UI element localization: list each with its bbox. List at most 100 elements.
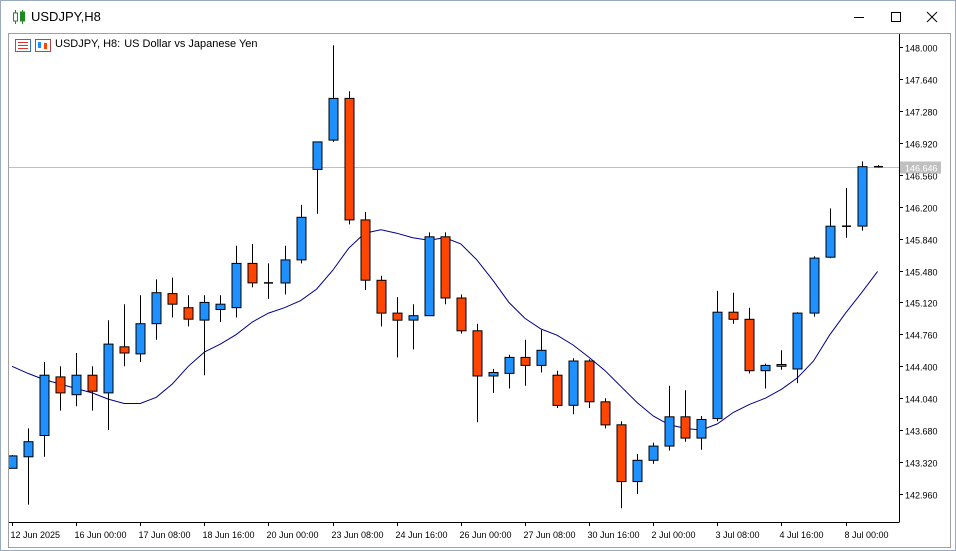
y-tick-label: 147.280 [905, 108, 938, 118]
candle-bear [440, 236, 451, 299]
maximize-icon [891, 12, 901, 22]
y-tick-label: 142.960 [905, 491, 938, 501]
candle-bull [424, 236, 435, 317]
minimize-button[interactable] [841, 1, 877, 33]
candle-bear [744, 318, 755, 372]
candle-bear [520, 356, 531, 366]
candle-bear [344, 97, 355, 221]
y-tick-label: 144.400 [905, 363, 938, 373]
candle-bull [504, 356, 515, 374]
candle-bull [23, 441, 34, 458]
candle-bear [119, 346, 130, 354]
candle-bear [472, 330, 483, 377]
y-tick-label: 145.480 [905, 268, 938, 278]
candlestick-icon [13, 10, 25, 24]
candle-bull [632, 459, 643, 483]
y-tick-label: 144.760 [905, 331, 938, 341]
candle-bear [584, 360, 595, 403]
y-tick-label: 146.200 [905, 204, 938, 214]
candle-bull [280, 259, 291, 284]
candle-bull [696, 419, 707, 439]
x-tick-label: 8 Jul 00:00 [845, 530, 889, 540]
y-tick-label: 145.840 [905, 236, 938, 246]
candle-bear [392, 312, 403, 321]
x-tick-label: 4 Jul 16:00 [780, 530, 824, 540]
candle-bull [568, 360, 579, 406]
x-tick-label: 23 Jun 08:00 [332, 530, 384, 540]
candle-bull [408, 315, 419, 321]
y-tick-label: 143.320 [905, 459, 938, 469]
chart-type-icon[interactable] [35, 39, 51, 52]
candle-bear [360, 219, 371, 281]
symbol-period: USDJPY, H8: [55, 38, 121, 50]
candle-bull [857, 166, 868, 227]
maximize-button[interactable] [878, 1, 914, 33]
candle-bull [296, 216, 307, 261]
candle-bear [728, 311, 739, 320]
title-bar[interactable]: USDJPY,H8 [1, 1, 955, 33]
candle-bull [825, 225, 836, 258]
x-tick-label: 26 Jun 00:00 [460, 530, 512, 540]
y-tick-label: 144.040 [905, 395, 938, 405]
candle-bull [135, 323, 146, 355]
x-tick-label: 2 Jul 00:00 [652, 530, 696, 540]
candle-bull [312, 141, 323, 170]
candle-bull [231, 262, 242, 309]
candle-bull [712, 311, 723, 420]
candle-bull [328, 97, 339, 141]
candle-bear [55, 376, 66, 394]
x-tick-label: 12 Jun 2025 [11, 530, 61, 540]
y-tick-label: 146.920 [905, 140, 938, 150]
candle-bull [151, 292, 162, 325]
candle-bull [664, 416, 675, 447]
x-tick-label: 20 Jun 00:00 [267, 530, 319, 540]
x-tick-label: 27 Jun 08:00 [524, 530, 576, 540]
y-tick-label: 146.560 [905, 172, 938, 182]
candle-bull [39, 374, 50, 437]
x-tick-label: 18 Jun 16:00 [203, 530, 255, 540]
y-tick-label: 148.000 [905, 44, 938, 54]
candle-bull [809, 257, 820, 314]
x-tick-label: 30 Jun 16:00 [588, 530, 640, 540]
candle-bull [488, 372, 499, 377]
candle-bear [87, 374, 98, 392]
candle-bull [760, 364, 771, 372]
chart-area[interactable]: 148.000 147.640 147.280 146.920 146.560 146.2… [8, 33, 951, 548]
x-tick-label: 17 Jun 08:00 [139, 530, 191, 540]
chart-symbol-label: USDJPY, H8: US Dollar vs Japanese Yen [55, 38, 262, 50]
candle-bear [616, 424, 627, 483]
y-tick-label: 147.640 [905, 76, 938, 86]
symbol-list-icon[interactable] [15, 39, 31, 52]
price-chart[interactable]: 148.000 147.640 147.280 146.920 146.560 146.2… [9, 34, 950, 547]
candle-bull [103, 343, 114, 394]
candle-bull [71, 374, 82, 396]
candle-bear [247, 262, 258, 284]
current-price-badge [900, 161, 941, 174]
candle-bear [183, 307, 194, 320]
symbol-description: US Dollar vs Japanese Yen [124, 38, 258, 50]
x-tick-label: 24 Jun 16:00 [396, 530, 448, 540]
current-price-label: 146.646 [905, 164, 938, 174]
candle-bull [215, 303, 226, 311]
y-tick-label: 145.120 [905, 299, 938, 309]
candle-bull [792, 312, 803, 370]
candle-bear [376, 279, 387, 314]
candle-bear [456, 297, 467, 332]
candle-bear [600, 401, 611, 426]
candle-bull [536, 349, 547, 366]
candle-bull [199, 301, 210, 321]
close-icon [926, 11, 938, 23]
candle-bear [167, 293, 178, 305]
minimize-icon [854, 17, 864, 18]
y-tick-label: 143.680 [905, 427, 938, 437]
x-tick-label: 16 Jun 00:00 [75, 530, 127, 540]
candle-bull [776, 364, 787, 367]
candle-bull [648, 445, 659, 461]
candle-bear [552, 374, 563, 406]
x-tick-label: 3 Jul 08:00 [716, 530, 760, 540]
close-button[interactable] [914, 1, 950, 33]
window-title: USDJPY,H8 [31, 9, 101, 24]
candle-bear [680, 416, 691, 439]
candle-bull [9, 455, 18, 469]
